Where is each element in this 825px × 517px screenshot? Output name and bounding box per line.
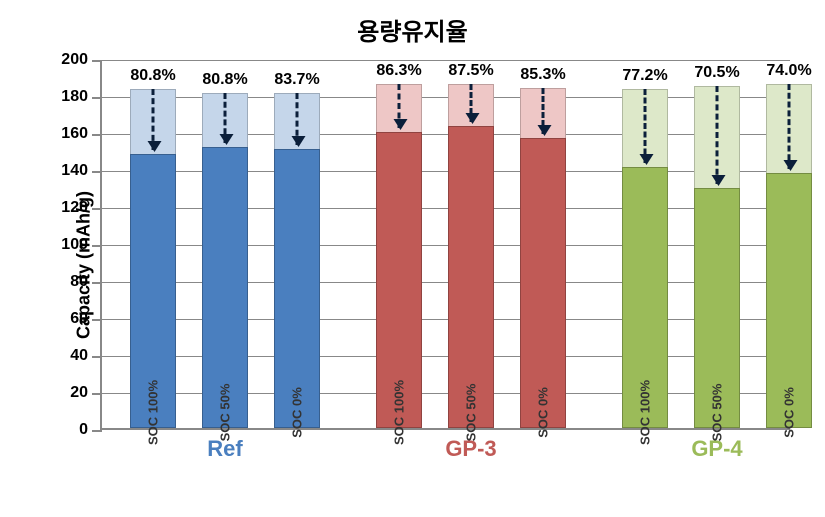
drop-arrow [470, 84, 473, 123]
group-label: GP-4 [691, 436, 742, 462]
y-tick [92, 245, 102, 247]
soc-label: SOC 50% [464, 384, 479, 442]
y-tick [92, 319, 102, 321]
soc-label: SOC 100% [638, 380, 653, 445]
y-tick [92, 171, 102, 173]
drop-arrow [788, 84, 791, 169]
bar-front [520, 138, 566, 428]
drop-arrow [716, 86, 719, 184]
group-label: GP-3 [445, 436, 496, 462]
soc-label: SOC 50% [218, 384, 233, 442]
drop-arrow [296, 93, 299, 145]
y-tick-label: 140 [61, 162, 88, 180]
y-tick [92, 60, 102, 62]
drop-arrow [644, 89, 647, 163]
y-tick-label: 0 [79, 421, 88, 439]
drop-arrow [152, 89, 155, 150]
pct-label: 86.3% [376, 62, 421, 80]
y-tick-label: 120 [61, 199, 88, 217]
pct-label: 80.8% [130, 67, 175, 85]
y-tick [92, 208, 102, 210]
y-tick-label: 100 [61, 236, 88, 254]
group-label: Ref [207, 436, 242, 462]
pct-label: 70.5% [694, 64, 739, 82]
chart-title: 용량유지율 [0, 0, 825, 55]
y-tick-label: 20 [70, 384, 88, 402]
y-tick-label: 80 [70, 273, 88, 291]
y-tick-label: 200 [61, 51, 88, 69]
soc-label: SOC 100% [146, 380, 161, 445]
y-tick-label: 60 [70, 310, 88, 328]
drop-arrow [398, 84, 401, 128]
chart-area: Capacity (mAh/g) 02040608010012014016018… [40, 50, 800, 480]
pct-label: 83.7% [274, 71, 319, 89]
y-tick-label: 40 [70, 347, 88, 365]
y-tick-label: 160 [61, 125, 88, 143]
plot-area: 02040608010012014016018020080.8%SOC 100%… [100, 60, 790, 430]
pct-label: 74.0% [766, 62, 811, 80]
y-tick-label: 180 [61, 88, 88, 106]
drop-arrow [224, 93, 227, 143]
pct-label: 85.3% [520, 66, 565, 84]
y-tick [92, 134, 102, 136]
pct-label: 80.8% [202, 71, 247, 89]
y-tick [92, 356, 102, 358]
y-tick [92, 97, 102, 99]
soc-label: SOC 0% [536, 387, 551, 438]
pct-label: 87.5% [448, 62, 493, 80]
soc-label: SOC 50% [710, 384, 725, 442]
y-tick [92, 393, 102, 395]
pct-label: 77.2% [622, 67, 667, 85]
y-tick [92, 282, 102, 284]
soc-label: SOC 0% [782, 387, 797, 438]
grid-line [102, 60, 790, 61]
drop-arrow [542, 88, 545, 134]
soc-label: SOC 0% [290, 387, 305, 438]
soc-label: SOC 100% [392, 380, 407, 445]
y-tick [92, 430, 102, 432]
